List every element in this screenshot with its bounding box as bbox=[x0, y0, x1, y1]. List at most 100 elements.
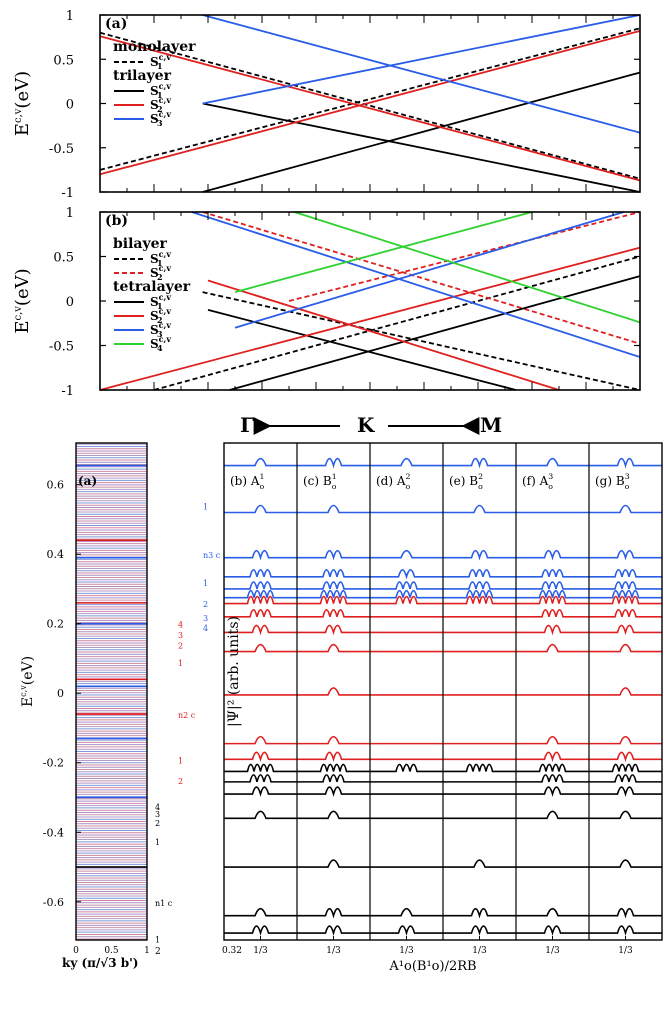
legend-label-b-7: Sc,v 4 bbox=[150, 334, 171, 353]
legend-s: S bbox=[150, 98, 159, 112]
level-index-label-17: n1 c bbox=[155, 899, 173, 908]
band-line-b-7 bbox=[99, 246, 641, 391]
spectrum-y-label-unit: (eV) bbox=[20, 656, 36, 685]
y-tick-label-a: 0.5 bbox=[53, 53, 74, 68]
spectrum-y-label-e: E bbox=[20, 697, 36, 707]
legend-label-b-5: Sc,v 2 bbox=[150, 306, 171, 325]
wf-x-tick-label-5: 1/3 bbox=[618, 946, 633, 956]
level-index-label-4: 3 bbox=[203, 614, 208, 623]
legend-label-b-1: Sc,v 1 bbox=[150, 249, 171, 268]
wf-y-label: |Ψ|² (arb. units) bbox=[226, 616, 242, 727]
band-line-b-5 bbox=[229, 275, 641, 391]
legend-s: S bbox=[150, 55, 159, 69]
spectrum-x-tick-label: 1 bbox=[144, 946, 150, 956]
y-tick-label-b: -1 bbox=[61, 384, 74, 399]
legend-sup: c,v bbox=[159, 263, 172, 273]
legend-s: S bbox=[150, 323, 159, 337]
spectrum-y-tick-label: 0.2 bbox=[47, 618, 65, 631]
wavefunction-level-2 bbox=[224, 549, 662, 561]
k-point-k: K bbox=[357, 413, 375, 437]
legend-label-b-2: Sc,v 2 bbox=[150, 263, 171, 282]
y-tick-label-a: 1 bbox=[66, 9, 74, 24]
level-index-label-10: n2 c bbox=[178, 711, 196, 720]
legend-sub: 1 bbox=[157, 258, 163, 268]
wavefunction-level-10 bbox=[224, 687, 662, 696]
spectrum-y-tick-label: 0.4 bbox=[47, 548, 65, 561]
wavefunction-level-5 bbox=[224, 589, 662, 599]
spectrum-frame bbox=[75, 442, 148, 941]
y-tick-label-b: 0.5 bbox=[53, 251, 74, 266]
legend-label-a-3: Sc,v 1 bbox=[150, 81, 171, 100]
legend-heading-b: tetralayer bbox=[113, 279, 191, 295]
legend-sup: c,v bbox=[159, 109, 172, 119]
spectrum-x-label: ky (π/√3 b') bbox=[62, 956, 138, 970]
band-line-a-6 bbox=[202, 14, 641, 134]
spectrum-y-tick-label: -0.6 bbox=[43, 896, 64, 909]
level-index-label-18: 1 bbox=[155, 935, 160, 944]
column-title-2-sup: 2 bbox=[406, 472, 411, 481]
legend-sup: c,v bbox=[159, 320, 172, 330]
wavefunction-level-17 bbox=[224, 859, 662, 868]
wf-x-tick-label-2: 1/3 bbox=[399, 946, 414, 956]
wf-x-tick-first: 0.32 bbox=[222, 946, 242, 956]
y-tick-label-a: -1 bbox=[61, 186, 74, 201]
column-title-5-sup: 3 bbox=[625, 472, 630, 481]
band-line-a-7 bbox=[202, 14, 641, 105]
legend-s: S bbox=[150, 309, 159, 323]
level-index-label-16: 1 bbox=[155, 838, 160, 847]
spectrum-y-label-sup: c,v bbox=[19, 685, 28, 697]
wavefunction-frame bbox=[223, 442, 663, 941]
legend-heading-a: monolayer bbox=[113, 39, 196, 55]
column-title-4-sub: o bbox=[548, 482, 553, 491]
level-index-label-0: 1 bbox=[203, 503, 208, 512]
legend-s: S bbox=[150, 295, 159, 309]
wf-x-tick-label-0: 1/3 bbox=[253, 946, 268, 956]
band-line-a-0 bbox=[99, 31, 641, 180]
k-point-gamma: Γ bbox=[240, 413, 254, 437]
legend-sup: c,v bbox=[159, 334, 172, 344]
spectrum-y-label: Ec,v(eV) bbox=[19, 656, 36, 707]
wf-x-label: A¹o(B¹o)/2RB bbox=[388, 959, 476, 974]
y-tick-label-b: -0.5 bbox=[49, 340, 74, 355]
band-line-b-4 bbox=[207, 309, 517, 391]
legend-sub: 4 bbox=[157, 343, 163, 353]
band-line-b-2 bbox=[202, 211, 641, 345]
band-line-b-11 bbox=[234, 211, 533, 293]
legend-sup: c,v bbox=[159, 249, 172, 259]
column-title-0-sub: o bbox=[260, 482, 265, 491]
column-title-1-base: (c) B bbox=[303, 474, 332, 488]
spectrum-y-tick-label: -0.4 bbox=[43, 826, 64, 839]
level-index-label-1: n3 c bbox=[203, 551, 221, 560]
legend-label-a-4: Sc,v 2 bbox=[150, 95, 171, 114]
y-axis-label-unit: (eV) bbox=[12, 71, 33, 109]
band-line-a-3 bbox=[202, 71, 641, 193]
column-title-5: (g) B3 o bbox=[595, 472, 630, 491]
legend-heading-a: trilayer bbox=[113, 68, 172, 84]
y-tick-label-a: -0.5 bbox=[49, 142, 74, 157]
spectrum-panel-label: (a) bbox=[78, 474, 97, 488]
band-line-b-0 bbox=[202, 291, 641, 391]
wavefunction-level-6 bbox=[224, 595, 662, 605]
wf-x-tick-label-3: 1/3 bbox=[472, 946, 487, 956]
column-title-3-base: (e) B bbox=[449, 474, 478, 488]
legend-sub: 2 bbox=[157, 272, 163, 282]
level-index-label-11: 1 bbox=[178, 756, 183, 765]
legend-sub: 3 bbox=[157, 118, 163, 128]
legend-sup: c,v bbox=[159, 306, 172, 316]
column-title-3-sup: 2 bbox=[478, 472, 483, 481]
wavefunction-level-1 bbox=[224, 504, 662, 514]
band-line-b-9 bbox=[234, 211, 625, 329]
column-title-2-base: (d) A bbox=[376, 474, 406, 488]
legend-s: S bbox=[150, 84, 159, 98]
y-axis-label-unit: (eV) bbox=[12, 268, 33, 306]
column-title-5-sub: o bbox=[625, 482, 630, 491]
y-axis-label-e: E bbox=[12, 123, 33, 136]
legend-s: S bbox=[150, 252, 159, 266]
band-line-b-3 bbox=[288, 211, 641, 302]
column-title-4-base: (f) A bbox=[522, 474, 549, 488]
y-axis-label-b: Ec,v(eV) bbox=[12, 268, 33, 333]
legend-sup: c,v bbox=[159, 52, 172, 62]
